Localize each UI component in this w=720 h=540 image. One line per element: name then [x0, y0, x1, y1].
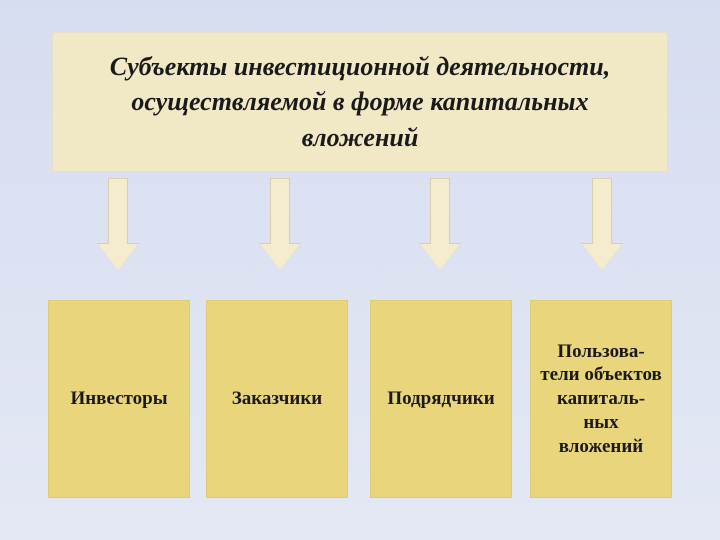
arrow-4	[582, 178, 622, 274]
item-box-users: Пользова- тели объектов капиталь- ных вл…	[530, 300, 672, 498]
arrow-head	[98, 244, 138, 270]
arrow-shaft	[108, 178, 128, 244]
arrow-2	[260, 178, 300, 274]
arrow-1	[98, 178, 138, 274]
arrow-shaft	[430, 178, 450, 244]
item-label: Подрядчики	[387, 387, 494, 411]
arrow-head	[420, 244, 460, 270]
item-box-customers: Заказчики	[206, 300, 348, 498]
header-box: Субъекты инвестиционной деятельности, ос…	[52, 32, 668, 172]
item-label: Пользова- тели объектов капиталь- ных вл…	[539, 340, 663, 459]
item-label: Заказчики	[232, 387, 323, 411]
arrow-head	[260, 244, 300, 270]
arrow-shaft	[270, 178, 290, 244]
arrow-3	[420, 178, 460, 274]
arrow-shaft	[592, 178, 612, 244]
header-title: Субъекты инвестиционной деятельности, ос…	[83, 49, 637, 154]
item-label: Инвесторы	[70, 387, 167, 411]
item-box-contractors: Подрядчики	[370, 300, 512, 498]
arrow-head	[582, 244, 622, 270]
item-box-investors: Инвесторы	[48, 300, 190, 498]
